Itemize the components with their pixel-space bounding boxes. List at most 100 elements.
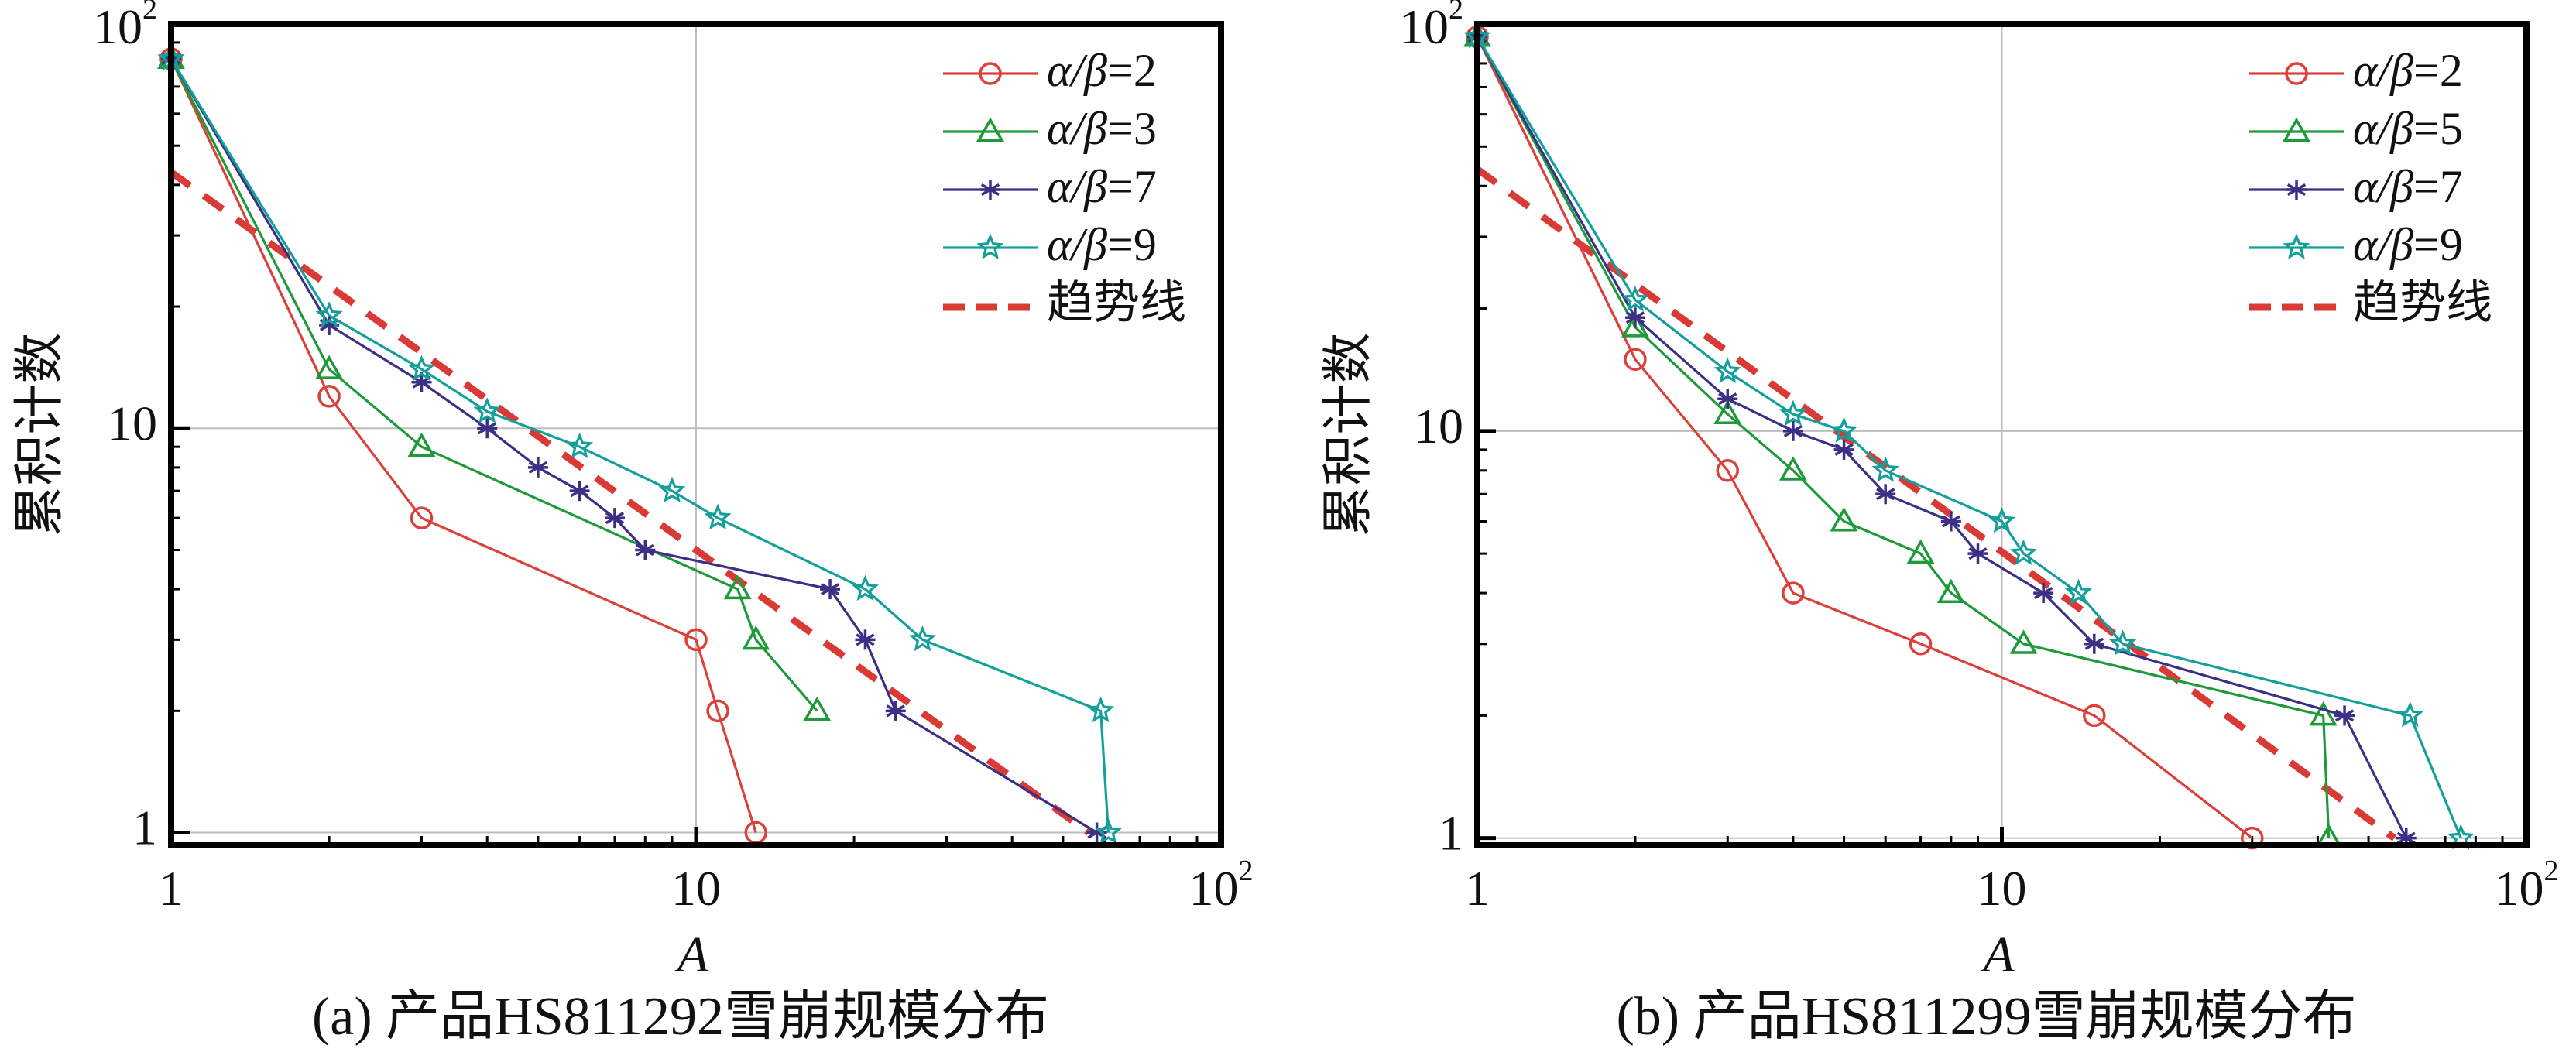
data-point bbox=[1717, 389, 1738, 409]
star-marker bbox=[566, 432, 594, 459]
x-axis-title: A bbox=[674, 927, 709, 983]
panel-caption: (a) 产品HS811292雪崩规模分布 bbox=[312, 987, 1049, 1047]
star-marker bbox=[976, 233, 1004, 260]
x-tick-label: 102 bbox=[2495, 855, 2559, 916]
triangle-marker bbox=[1830, 507, 1858, 532]
data-point bbox=[1875, 484, 1896, 505]
series-line bbox=[170, 58, 1098, 834]
data-point bbox=[1940, 511, 1961, 532]
star-marker bbox=[2064, 578, 2093, 605]
triangle-marker bbox=[742, 625, 770, 650]
data-point bbox=[2083, 704, 2106, 728]
y-axis-title: 累积计数 bbox=[12, 333, 68, 537]
legend-label: α/β=7 bbox=[2353, 161, 2463, 212]
y-tick-label: 1 bbox=[132, 800, 157, 855]
star-marker bbox=[658, 476, 686, 503]
panel-b: 1 10 102 1 10 102 A 累积计数 (b) 产品HS811299雪崩规模分布 α/β… bbox=[1320, 0, 2558, 1047]
x-tick-label: 1 bbox=[159, 861, 184, 916]
series-triangle bbox=[1463, 22, 2343, 848]
legend-item: 趋势线 bbox=[943, 277, 1186, 328]
star-marker bbox=[851, 574, 880, 601]
data-point bbox=[527, 457, 548, 478]
data-point bbox=[742, 625, 770, 650]
circle-marker bbox=[1716, 459, 1739, 482]
legend-label: α/β=2 bbox=[1047, 45, 1157, 96]
legend: α/β=2 α/β=3 α/β=7 α/β=9 趋势线 bbox=[943, 45, 1186, 328]
data-point bbox=[315, 355, 344, 379]
legend-label: α/β=2 bbox=[2353, 45, 2463, 96]
legend-item: α/β=2 bbox=[943, 45, 1157, 96]
data-point bbox=[2009, 539, 2038, 566]
plot-frame bbox=[1474, 21, 2530, 848]
triangle-marker bbox=[1936, 578, 1965, 604]
x-axis-title: A bbox=[1980, 927, 2015, 983]
star-marker bbox=[315, 301, 343, 327]
star-marker bbox=[2009, 539, 2038, 566]
data-point bbox=[704, 503, 732, 530]
series-line bbox=[170, 58, 818, 712]
star-marker bbox=[1779, 399, 1807, 426]
y-tick-label: 10 bbox=[1414, 399, 1463, 454]
data-point bbox=[885, 701, 906, 721]
star-marker bbox=[1094, 818, 1123, 845]
y-tick-label: 1 bbox=[1439, 805, 1463, 860]
legend-label: α/β=9 bbox=[1047, 219, 1157, 270]
triangle-marker bbox=[723, 574, 752, 600]
legend-marker-triangle-icon bbox=[2283, 117, 2310, 142]
data-point bbox=[1936, 578, 1965, 604]
data-point bbox=[851, 574, 880, 601]
star-marker bbox=[2283, 233, 2310, 260]
legend-marker-triangle-icon bbox=[976, 117, 1004, 142]
legend-label: 趋势线 bbox=[1047, 277, 1186, 328]
data-point bbox=[1087, 696, 1115, 723]
data-point bbox=[2064, 578, 2093, 605]
x-tick-label: 10 bbox=[671, 861, 721, 916]
circle-marker bbox=[2285, 62, 2308, 85]
legend-item: α/β=5 bbox=[2249, 103, 2463, 154]
panel-a: 1 10 102 1 10 102 A 累积计数 (a) 产品HS811292雪崩规模分布 α/β… bbox=[12, 0, 1253, 1047]
data-point bbox=[1713, 399, 1742, 425]
data-point bbox=[1988, 507, 2016, 533]
x-tick-label: 1 bbox=[1465, 861, 1490, 916]
legend-label: α/β=3 bbox=[1047, 103, 1157, 154]
star-marker bbox=[407, 355, 436, 381]
data-point bbox=[820, 579, 841, 600]
series-line bbox=[1476, 36, 2462, 839]
data-point bbox=[1782, 420, 1803, 441]
circle-marker bbox=[2083, 704, 2106, 728]
circle-marker bbox=[706, 699, 729, 723]
triangle-marker bbox=[315, 355, 344, 379]
y-tick-label: 102 bbox=[93, 0, 157, 54]
triangle-marker bbox=[803, 696, 832, 721]
circle-marker bbox=[1782, 581, 1805, 605]
triangle-marker bbox=[1779, 456, 1807, 481]
data-point bbox=[1624, 307, 1645, 328]
x-tick-label: 102 bbox=[1189, 855, 1254, 916]
data-point bbox=[407, 432, 436, 457]
data-point bbox=[1782, 581, 1805, 605]
y-tick-label: 10 bbox=[108, 396, 157, 451]
star-marker bbox=[1087, 696, 1115, 723]
data-point bbox=[1906, 539, 1935, 564]
data-point bbox=[2396, 701, 2424, 728]
data-point bbox=[723, 574, 752, 600]
triangle-marker bbox=[1713, 399, 1742, 425]
data-point bbox=[1621, 313, 1649, 338]
triangle-marker bbox=[407, 432, 436, 457]
circle-marker bbox=[1624, 348, 1647, 371]
data-point bbox=[2084, 633, 2104, 654]
y-tick-label: 102 bbox=[1399, 0, 1463, 54]
star-marker bbox=[1713, 357, 1741, 384]
circle-marker bbox=[684, 628, 708, 652]
data-point bbox=[1830, 416, 1858, 443]
data-point bbox=[1909, 632, 1933, 656]
legend-label: α/β=5 bbox=[2353, 103, 2463, 154]
legend-item: α/β=7 bbox=[2249, 161, 2463, 212]
data-point bbox=[1716, 459, 1739, 482]
data-point bbox=[410, 506, 434, 529]
data-point bbox=[1830, 507, 1858, 532]
data-point bbox=[635, 540, 656, 560]
data-point bbox=[1094, 818, 1123, 845]
data-point bbox=[1713, 357, 1741, 384]
